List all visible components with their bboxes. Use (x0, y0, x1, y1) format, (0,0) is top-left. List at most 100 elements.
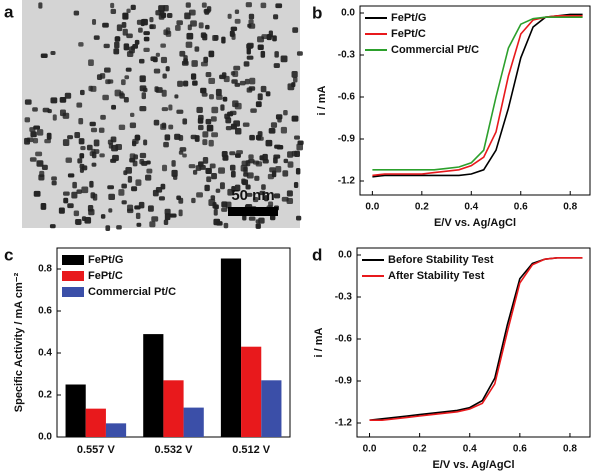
particle (155, 187, 163, 193)
particle (287, 161, 294, 168)
particle (123, 43, 130, 51)
particle (145, 174, 152, 181)
particle (149, 16, 154, 23)
panel-label: d (312, 245, 322, 264)
particle (73, 10, 80, 16)
particle (110, 158, 117, 163)
particle (160, 123, 167, 130)
particle (108, 143, 114, 149)
particle (103, 43, 110, 49)
particle (210, 195, 216, 201)
particle (254, 175, 260, 181)
particle (123, 96, 129, 103)
particle (84, 217, 92, 224)
particle (205, 118, 212, 125)
particle (205, 24, 210, 30)
particle (260, 50, 266, 58)
particle (245, 184, 251, 190)
particle (179, 147, 187, 152)
particle (231, 185, 236, 193)
particle (39, 170, 45, 178)
particle (195, 165, 202, 171)
particle (275, 3, 283, 9)
particle (208, 77, 216, 85)
particle (164, 134, 171, 141)
scale-bar (228, 207, 278, 216)
particle (203, 56, 209, 63)
y-tick-label: 0.4 (38, 348, 52, 359)
particle (151, 216, 159, 222)
bar (261, 380, 282, 437)
particle (194, 46, 200, 52)
bar (183, 407, 204, 437)
particle (134, 39, 140, 45)
particle (166, 12, 173, 19)
particle (93, 35, 100, 40)
particle (89, 121, 96, 127)
legend-label: After Stability Test (388, 270, 485, 282)
particle (185, 41, 193, 48)
particle (171, 160, 176, 167)
particle (229, 164, 236, 171)
particle (40, 203, 47, 210)
particle (146, 168, 153, 174)
particle (215, 188, 221, 193)
y-tick-label: -0.3 (335, 292, 353, 303)
particle (182, 153, 187, 158)
particle (287, 83, 295, 91)
y-tick-label: 0.2 (38, 390, 52, 401)
particle (175, 25, 181, 31)
particle (152, 56, 158, 63)
particle (243, 166, 248, 174)
x-tick-label: 0.2 (413, 444, 427, 455)
particle (118, 124, 126, 130)
particle (67, 173, 75, 178)
particle (158, 196, 165, 201)
particle (130, 112, 135, 117)
particle (246, 55, 254, 60)
particle (245, 2, 252, 8)
particle (116, 24, 123, 32)
particle (196, 192, 203, 198)
y-tick-label: -0.6 (338, 92, 356, 103)
particle (239, 80, 246, 86)
particle (227, 13, 232, 19)
particle (206, 124, 214, 132)
particle (80, 89, 85, 96)
y-tick-label: -1.2 (338, 176, 356, 187)
particle (92, 19, 97, 25)
particle (136, 222, 142, 227)
particle (67, 203, 74, 209)
particle (255, 161, 263, 167)
particle (116, 225, 122, 230)
particle (265, 139, 273, 147)
y-tick-label: -0.9 (338, 134, 356, 145)
particle (62, 139, 70, 147)
particle (100, 214, 106, 219)
particle (177, 80, 183, 87)
particle (190, 20, 197, 27)
particle (179, 50, 186, 57)
particle (272, 35, 277, 42)
particle (143, 139, 148, 146)
particle (249, 77, 256, 85)
particle (234, 184, 241, 192)
particle (286, 197, 294, 204)
particle (296, 51, 303, 56)
particle (282, 170, 289, 177)
particle (190, 73, 197, 80)
x-tick-label: 0.0 (363, 444, 377, 455)
particle (111, 104, 117, 110)
particle (273, 193, 281, 199)
particle (202, 157, 209, 164)
plot-frame (356, 247, 591, 438)
particle (255, 219, 260, 224)
particle (163, 141, 169, 148)
particle (296, 143, 304, 151)
x-tick-label: 0.8 (563, 202, 577, 213)
particle (246, 192, 253, 197)
particle (266, 33, 272, 41)
particle (86, 144, 93, 151)
y-tick-label: 0.0 (38, 432, 52, 443)
